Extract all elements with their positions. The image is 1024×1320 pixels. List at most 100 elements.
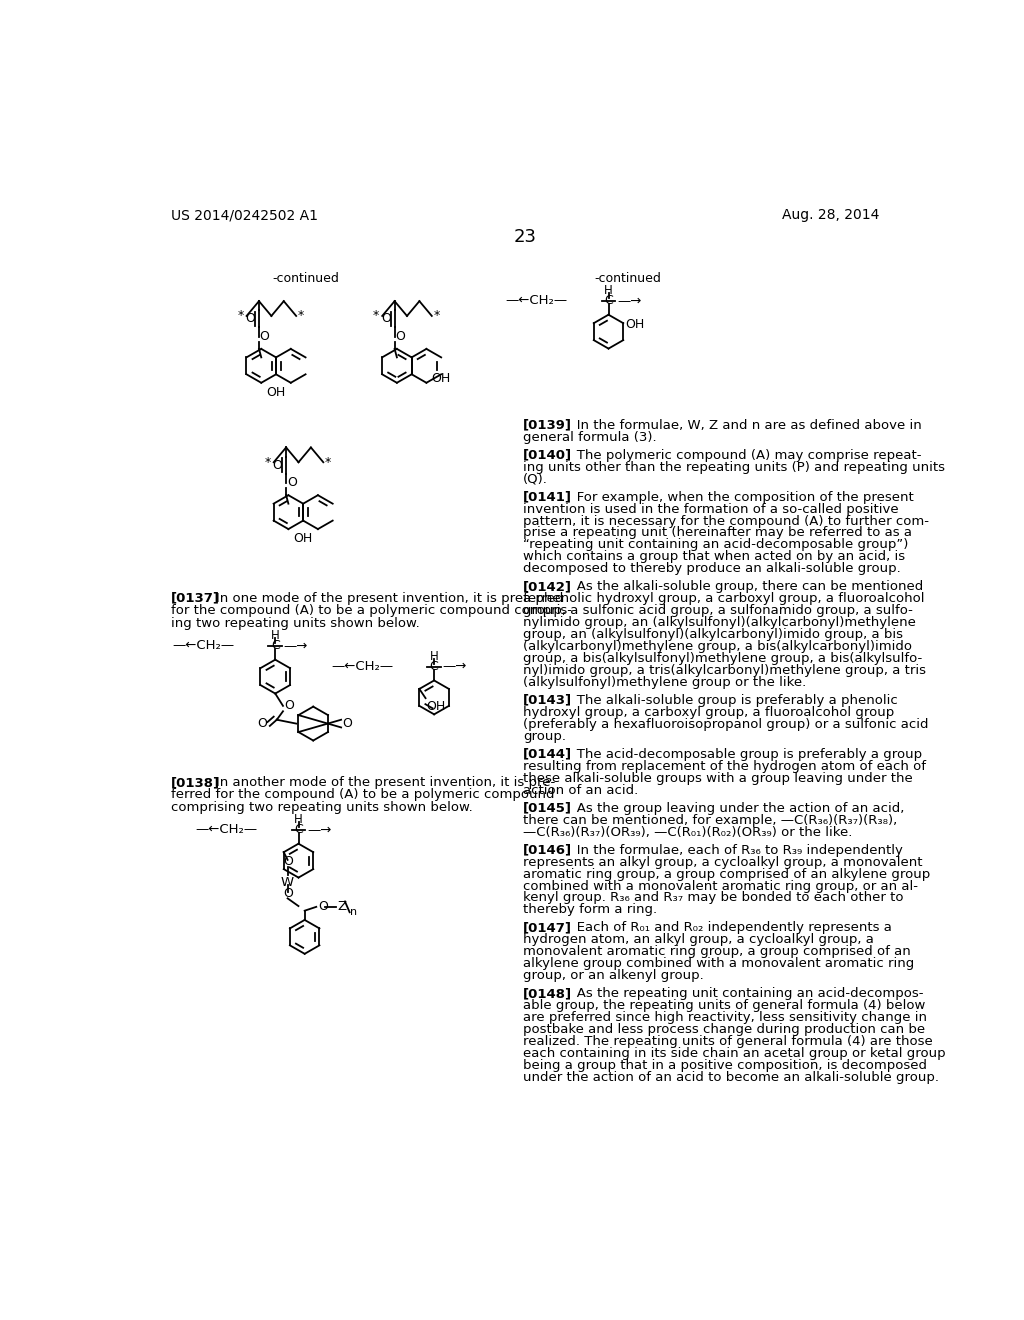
Text: there can be mentioned, for example, —C(R₃₆)(R₃₇)(R₃₈),: there can be mentioned, for example, —C(… [523, 813, 897, 826]
Text: C: C [430, 660, 438, 673]
Text: (alkylcarbonyl)methylene group, a bis(alkylcarbonyl)imido: (alkylcarbonyl)methylene group, a bis(al… [523, 640, 912, 653]
Text: [0147]: [0147] [523, 921, 572, 935]
Text: represents an alkyl group, a cycloalkyl group, a monovalent: represents an alkyl group, a cycloalkyl … [523, 855, 923, 869]
Text: O: O [272, 458, 283, 471]
Text: realized. The repeating units of general formula (4) are those: realized. The repeating units of general… [523, 1035, 933, 1048]
Text: n: n [350, 907, 357, 917]
Text: invention is used in the formation of a so-called positive: invention is used in the formation of a … [523, 503, 899, 516]
Text: (Q).: (Q). [523, 473, 548, 486]
Text: which contains a group that when acted on by an acid, is: which contains a group that when acted o… [523, 550, 905, 564]
Text: hydroxyl group, a carboxyl group, a fluoroalcohol group: hydroxyl group, a carboxyl group, a fluo… [523, 706, 895, 719]
Text: —→: —→ [617, 294, 641, 308]
Text: alkylene group combined with a monovalent aromatic ring: alkylene group combined with a monovalen… [523, 957, 914, 970]
Text: ing units other than the repeating units (P) and repeating units: ing units other than the repeating units… [523, 461, 945, 474]
Text: 23: 23 [513, 227, 537, 246]
Text: In another mode of the present invention, it is pre-: In another mode of the present invention… [216, 776, 556, 789]
Text: aromatic ring group, a group comprised of an alkylene group: aromatic ring group, a group comprised o… [523, 867, 931, 880]
Text: O: O [317, 900, 328, 913]
Text: these alkali-soluble groups with a group leaving under the: these alkali-soluble groups with a group… [523, 772, 913, 784]
Text: *: * [238, 309, 244, 322]
Text: H: H [294, 813, 303, 826]
Text: O: O [284, 855, 293, 869]
Text: prise a repeating unit (hereinafter may be referred to as a: prise a repeating unit (hereinafter may … [523, 527, 912, 540]
Text: group, or an alkenyl group.: group, or an alkenyl group. [523, 969, 705, 982]
Text: In the formulae, W, Z and n are as defined above in: In the formulae, W, Z and n are as defin… [563, 418, 922, 432]
Text: (alkylsulfonyl)methylene group or the like.: (alkylsulfonyl)methylene group or the li… [523, 676, 807, 689]
Text: US 2014/0242502 A1: US 2014/0242502 A1 [171, 209, 317, 223]
Text: group.: group. [523, 730, 566, 743]
Text: [0146]: [0146] [523, 843, 572, 857]
Text: “repeating unit containing an acid-decomposable group”): “repeating unit containing an acid-decom… [523, 539, 908, 552]
Text: -continued: -continued [595, 272, 662, 285]
Text: [0137]: [0137] [171, 591, 219, 605]
Text: combined with a monovalent aromatic ring group, or an al-: combined with a monovalent aromatic ring… [523, 879, 919, 892]
Text: pattern, it is necessary for the compound (A) to further com-: pattern, it is necessary for the compoun… [523, 515, 929, 528]
Text: The alkali-soluble group is preferably a phenolic: The alkali-soluble group is preferably a… [563, 694, 897, 708]
Text: W: W [281, 876, 294, 890]
Text: [0141]: [0141] [523, 491, 572, 504]
Text: —→: —→ [442, 660, 467, 673]
Text: In one mode of the present invention, it is preferred: In one mode of the present invention, it… [216, 591, 564, 605]
Text: under the action of an acid to become an alkali-soluble group.: under the action of an acid to become an… [523, 1071, 939, 1084]
Text: *: * [298, 309, 304, 322]
Text: (preferably a hexafluoroisopropanol group) or a sulfonic acid: (preferably a hexafluoroisopropanol grou… [523, 718, 929, 731]
Text: H: H [604, 284, 613, 297]
Text: —←CH₂—: —←CH₂— [331, 660, 393, 673]
Text: decomposed to thereby produce an alkali-soluble group.: decomposed to thereby produce an alkali-… [523, 562, 901, 576]
Text: ferred for the compound (A) to be a polymeric compound: ferred for the compound (A) to be a poly… [171, 788, 554, 801]
Text: —C(R₃₆)(R₃₇)(OR₃₉), —C(R₀₁)(R₀₂)(OR₃₉) or the like.: —C(R₃₆)(R₃₇)(OR₃₉), —C(R₀₁)(R₀₂)(OR₃₉) o… [523, 825, 853, 838]
Text: group, a sulfonic acid group, a sulfonamido group, a sulfo-: group, a sulfonic acid group, a sulfonam… [523, 605, 913, 618]
Text: The polymeric compound (A) may comprise repeat-: The polymeric compound (A) may comprise … [563, 449, 921, 462]
Text: comprising two repeating units shown below.: comprising two repeating units shown bel… [171, 800, 472, 813]
Text: —←CH₂—: —←CH₂— [172, 639, 234, 652]
Text: [0140]: [0140] [523, 449, 572, 462]
Text: kenyl group. R₃₆ and R₃₇ may be bonded to each other to: kenyl group. R₃₆ and R₃₇ may be bonded t… [523, 891, 904, 904]
Text: OH: OH [626, 318, 645, 331]
Text: OH: OH [294, 532, 312, 545]
Text: O: O [381, 313, 391, 325]
Text: —→: —→ [307, 824, 332, 837]
Text: H: H [271, 630, 280, 643]
Text: for the compound (A) to be a polymeric compound compris-: for the compound (A) to be a polymeric c… [171, 605, 571, 618]
Text: monovalent aromatic ring group, a group comprised of an: monovalent aromatic ring group, a group … [523, 945, 911, 958]
Text: group, a bis(alkylsulfonyl)methylene group, a bis(alkylsulfo-: group, a bis(alkylsulfonyl)methylene gro… [523, 652, 923, 665]
Text: *: * [325, 455, 331, 469]
Text: For example, when the composition of the present: For example, when the composition of the… [563, 491, 913, 504]
Text: postbake and less process change during production can be: postbake and less process change during … [523, 1023, 926, 1036]
Text: *: * [373, 309, 379, 322]
Text: nyl)imido group, a tris(alkylcarbonyl)methylene group, a tris: nyl)imido group, a tris(alkylcarbonyl)me… [523, 664, 927, 677]
Text: each containing in its side chain an acetal group or ketal group: each containing in its side chain an ace… [523, 1047, 946, 1060]
Text: O: O [245, 313, 255, 325]
Text: —←CH₂—: —←CH₂— [196, 824, 257, 837]
Text: ing two repeating units shown below.: ing two repeating units shown below. [171, 616, 420, 630]
Text: general formula (3).: general formula (3). [523, 430, 656, 444]
Text: H: H [430, 649, 438, 663]
Text: [0144]: [0144] [523, 748, 572, 760]
Text: [0145]: [0145] [523, 801, 572, 814]
Text: —→: —→ [284, 639, 308, 652]
Text: —←CH₂—: —←CH₂— [505, 294, 567, 308]
Text: O: O [287, 477, 297, 490]
Text: O: O [260, 330, 269, 343]
Text: *: * [433, 309, 439, 322]
Text: hydrogen atom, an alkyl group, a cycloalkyl group, a: hydrogen atom, an alkyl group, a cycloal… [523, 933, 874, 946]
Text: action of an acid.: action of an acid. [523, 784, 639, 797]
Text: [0142]: [0142] [523, 581, 572, 594]
Text: nylimido group, an (alkylsulfonyl)(alkylcarbonyl)methylene: nylimido group, an (alkylsulfonyl)(alkyl… [523, 616, 916, 630]
Text: OH: OH [266, 385, 286, 399]
Text: [0143]: [0143] [523, 694, 572, 708]
Text: able group, the repeating units of general formula (4) below: able group, the repeating units of gener… [523, 999, 926, 1012]
Text: As the repeating unit containing an acid-decompos-: As the repeating unit containing an acid… [563, 987, 923, 1001]
Text: thereby form a ring.: thereby form a ring. [523, 903, 657, 916]
Text: group, an (alkylsulfonyl)(alkylcarbonyl)imido group, a bis: group, an (alkylsulfonyl)(alkylcarbonyl)… [523, 628, 903, 642]
Text: As the group leaving under the action of an acid,: As the group leaving under the action of… [563, 801, 904, 814]
Text: OH: OH [426, 700, 445, 713]
Text: O: O [395, 330, 406, 343]
Text: As the alkali-soluble group, there can be mentioned: As the alkali-soluble group, there can b… [563, 581, 923, 594]
Text: *: * [264, 455, 270, 469]
Text: OH: OH [431, 372, 451, 384]
Text: Aug. 28, 2014: Aug. 28, 2014 [782, 209, 880, 223]
Text: Each of R₀₁ and R₀₂ independently represents a: Each of R₀₁ and R₀₂ independently repres… [563, 921, 892, 935]
Text: O: O [343, 717, 352, 730]
Text: being a group that in a positive composition, is decomposed: being a group that in a positive composi… [523, 1059, 928, 1072]
